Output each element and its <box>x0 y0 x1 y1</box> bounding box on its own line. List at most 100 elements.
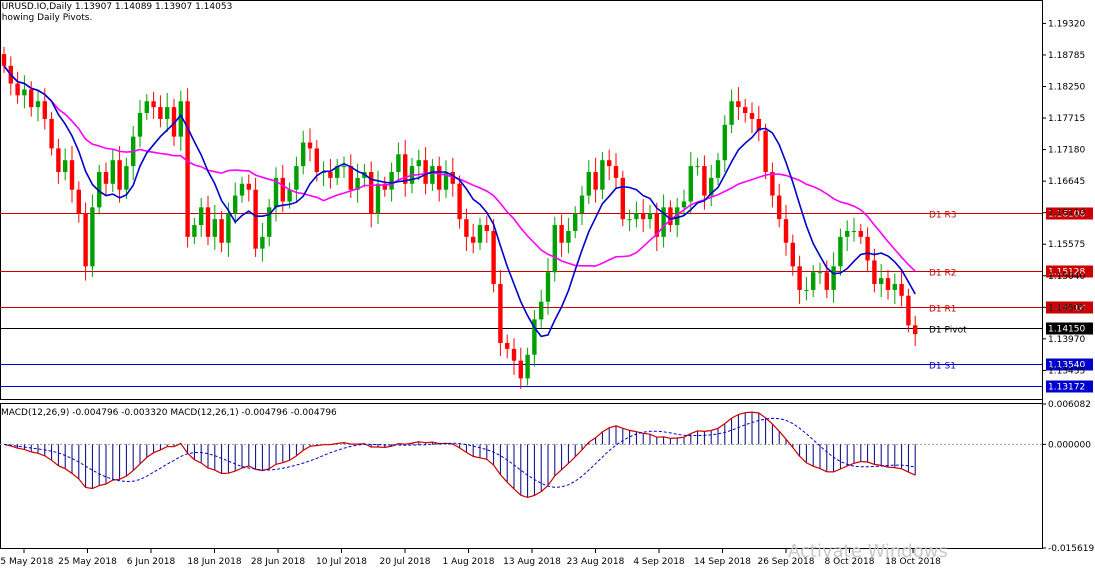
candle-body <box>171 107 177 137</box>
level-price-box <box>1046 358 1093 371</box>
candle-body <box>226 213 231 243</box>
candle-body <box>749 113 755 119</box>
candle-body <box>137 113 143 137</box>
x-tick-label: 14 Sep 2018 <box>694 557 751 567</box>
candle-body <box>437 166 442 190</box>
candle-body <box>403 154 408 184</box>
activate-windows-watermark: Activate Windows <box>788 541 948 562</box>
macd-y-tick-label: 0.000000 <box>1048 440 1091 450</box>
candle-body <box>15 83 20 96</box>
level-price-label: 1.13172 <box>1048 383 1085 393</box>
candle-body <box>668 207 673 226</box>
y-tick-label: 1.18250 <box>1048 82 1085 92</box>
y-tick-label: 1.15040 <box>1048 272 1085 282</box>
candle-body <box>858 230 863 237</box>
candle-body <box>103 171 109 184</box>
candle-body <box>219 219 224 243</box>
level-price-label: 1.14518 <box>1048 304 1085 314</box>
candle-body <box>865 236 870 261</box>
candle-body <box>777 195 782 220</box>
candle-body <box>389 171 394 190</box>
level-name: D1 S1 <box>929 362 956 372</box>
level-price-label: 1.14150 <box>1048 325 1085 335</box>
pivot-header: Showing Daily Pivots. <box>0 13 92 23</box>
candle-body <box>49 118 54 149</box>
candle-body <box>620 177 625 220</box>
x-tick-label: 26 Sep 2018 <box>757 557 814 567</box>
candle-body <box>892 284 897 290</box>
x-tick-label: 4 Sep 2018 <box>633 557 685 567</box>
candle-body <box>790 242 795 267</box>
candle-body <box>416 160 421 167</box>
candle-body <box>709 177 714 196</box>
moving-averages <box>3 65 916 338</box>
candle-body <box>63 160 68 172</box>
candle-body <box>505 342 510 349</box>
candle-body <box>532 319 537 355</box>
candle-body <box>165 107 170 119</box>
candle-body <box>511 348 517 361</box>
candle-body <box>301 142 306 167</box>
candle-body <box>498 284 503 343</box>
level-price-label: 1.16106 <box>1048 210 1085 220</box>
candle-body <box>457 183 462 220</box>
candle-body <box>736 101 741 108</box>
x-tick-label: 20 Jul 2018 <box>380 557 431 567</box>
candle-body <box>396 154 401 172</box>
candle-body <box>192 225 197 237</box>
candle-body <box>144 101 149 114</box>
candle-body <box>715 160 721 178</box>
level-price-label: 1.13540 <box>1048 361 1085 371</box>
y-tick-label: 1.15575 <box>1048 240 1085 250</box>
ma-slow-line <box>3 65 916 272</box>
candle-body <box>294 166 299 190</box>
candle-body <box>314 148 319 172</box>
level-price-box <box>1046 380 1093 393</box>
candle-body <box>246 183 251 190</box>
candle-body <box>185 101 190 237</box>
candle-body <box>260 236 265 249</box>
y-tick-label: 1.16645 <box>1048 177 1085 187</box>
candle-body <box>838 236 843 267</box>
level-price-box <box>1046 301 1093 314</box>
candle-body <box>817 272 823 274</box>
symbol-header: EURUSD.IO,Daily 1.13907 1.14089 1.13907 … <box>0 2 232 12</box>
x-tick-label: 28 Jun 2018 <box>251 557 305 567</box>
x-tick-label: 10 Jul 2018 <box>316 557 367 567</box>
time-axis: 15 May 2018 25 May 2018 6 Jun 2018 18 Jun 2… <box>0 549 941 567</box>
macd-signal-line <box>3 417 916 488</box>
candle-body <box>35 101 41 108</box>
main-chart-frame <box>0 0 1043 400</box>
candle-body <box>913 325 918 335</box>
candle-body <box>348 166 353 190</box>
candle-body <box>607 160 612 167</box>
candle-body <box>899 284 904 296</box>
candle-body <box>69 160 75 190</box>
candle-body <box>443 171 449 190</box>
candle-body <box>239 183 245 196</box>
price-axis: 1.19320 1.18785 1.18250 1.17715 1.17180 1.166… <box>1042 19 1085 376</box>
candle-body <box>770 171 775 196</box>
candle-body <box>593 171 598 190</box>
macd-y-tick-label: 0.006082 <box>1048 400 1091 410</box>
y-tick-label: 1.16110 <box>1048 209 1085 219</box>
candle-body <box>117 160 122 190</box>
candle-body <box>675 207 680 226</box>
x-tick-label: 18 Jun 2018 <box>187 557 241 567</box>
candle-body <box>471 236 476 243</box>
candle-body <box>328 171 333 178</box>
candle-body <box>654 213 659 237</box>
candle-body <box>743 107 748 114</box>
candle-body <box>97 171 102 208</box>
candle-body <box>695 166 700 168</box>
candlesticks <box>1 46 918 389</box>
candle-body <box>804 289 809 291</box>
candle-body <box>824 272 829 290</box>
candle-body <box>545 272 551 302</box>
ma-fast-line <box>3 65 916 338</box>
level-name: D1 R2 <box>929 269 957 279</box>
candle-body <box>579 195 585 214</box>
macd-line <box>3 411 916 499</box>
y-tick-label: 1.17715 <box>1048 114 1085 124</box>
candle-body <box>273 177 279 208</box>
